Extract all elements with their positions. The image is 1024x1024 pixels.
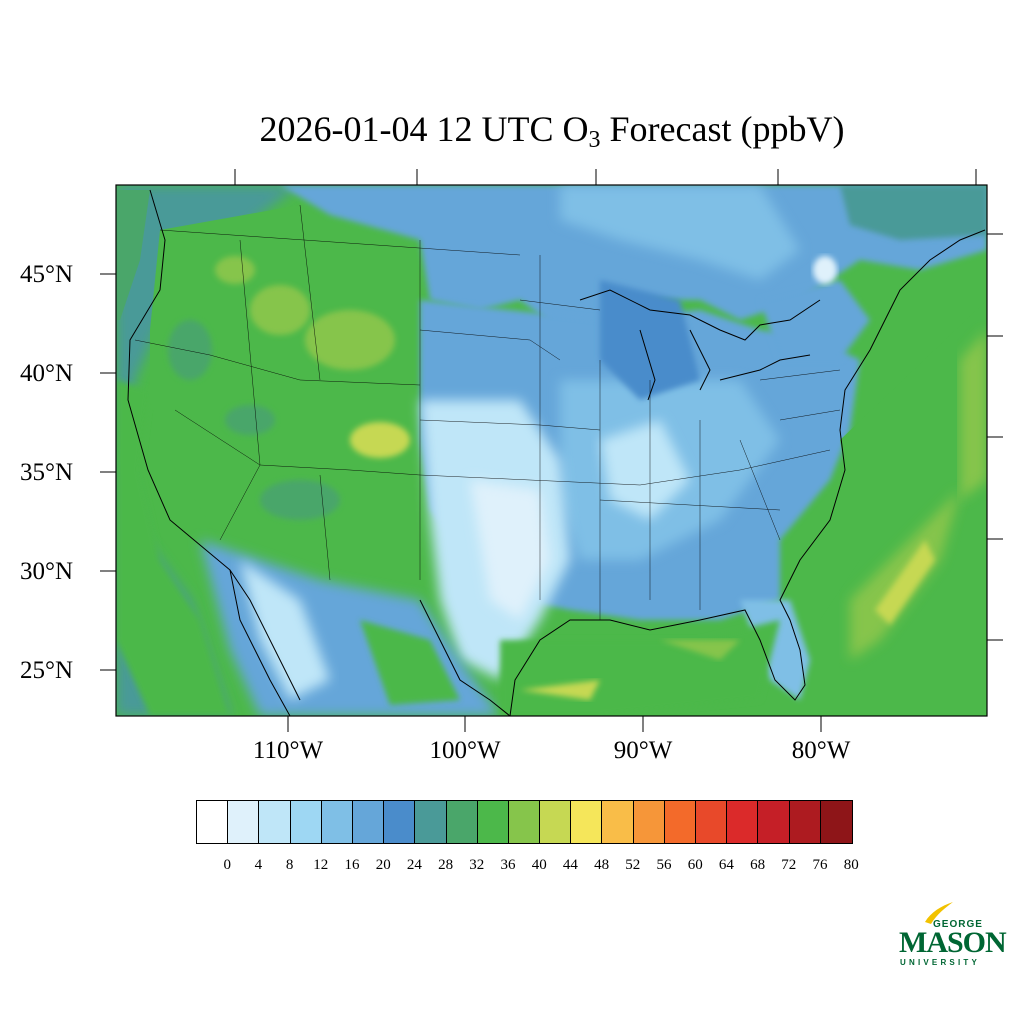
colorbar-tick-label: 56 [656,857,672,873]
colorbar-box [789,801,821,843]
colorbar-tick-label: 36 [500,857,516,873]
colorbar-box [758,801,790,843]
colorbar-box [384,801,416,843]
colorbar-box [727,801,759,843]
gmu-logo: GEORGE MASON UNIVERSITY [897,898,1007,968]
colorbar-tick-label: 20 [375,857,391,873]
logo-university: UNIVERSITY [900,958,981,967]
colorbar-box [633,801,665,843]
lon-label-90w: 90°W [613,737,673,764]
colorbar-tick-label: 76 [812,857,828,873]
colorbar-box [602,801,634,843]
lat-label-25n: 25°N [20,657,74,684]
colorbar-tick-label: 32 [469,857,485,873]
colorbar-box [228,801,260,843]
coastlines [127,189,986,716]
colorbar-box [197,801,229,843]
colorbar-box [352,801,385,843]
lat-label-30n: 30°N [20,558,74,585]
colorbar-box [571,801,603,843]
lon-label-80w: 80°W [791,737,851,764]
colorbar [196,800,853,844]
map-frame [115,184,988,717]
colorbar-tick-label: 0 [223,857,231,873]
colorbar-tick-label: 16 [344,857,360,873]
colorbar-box [259,801,291,843]
logo-george: GEORGE [933,919,983,930]
colorbar-box [446,801,478,843]
colorbar-box [696,801,728,843]
colorbar-tick-label: 64 [718,857,734,873]
ozone-field [116,185,987,716]
colorbar-tick-label: 12 [313,857,329,873]
colorbar-box [508,801,541,843]
map-title: 2026-01-04 12 UTC O3 Forecast (ppbV) [259,109,845,153]
lat-label-40n: 40°N [20,360,74,387]
colorbar-tick-label: 52 [625,857,641,873]
colorbar-tick-label: 68 [750,857,766,873]
colorbar-box [321,801,353,843]
flame-icon [925,902,953,924]
colorbar-tick-label: 48 [594,857,610,873]
map-ticks [100,169,1003,732]
colorbar-tick-label: 80 [843,857,859,873]
colorbar-tick-label: 60 [687,857,703,873]
logo-mason: MASON [899,926,1007,959]
lat-label-35n: 35°N [20,459,74,486]
colorbar-box [290,801,322,843]
colorbar-box [477,801,509,843]
colorbar-tick-label: 8 [285,857,294,873]
colorbar-tick-label: 24 [406,857,422,873]
lon-label-110w: 110°W [252,737,324,764]
colorbar-box [415,801,447,843]
colorbar-tick-label: 72 [781,857,797,873]
colorbar-tick-label: 44 [562,857,578,873]
colorbar-box [664,801,696,843]
colorbar-tick-label: 28 [438,857,454,873]
colorbar-tick-label: 40 [531,857,547,873]
colorbar-tick-label: 4 [254,857,263,873]
lat-label-45n: 45°N [20,261,74,288]
colorbar-box [820,801,852,843]
colorbar-box [540,801,572,843]
lon-label-100w: 100°W [429,737,501,764]
state-borders [134,204,841,620]
